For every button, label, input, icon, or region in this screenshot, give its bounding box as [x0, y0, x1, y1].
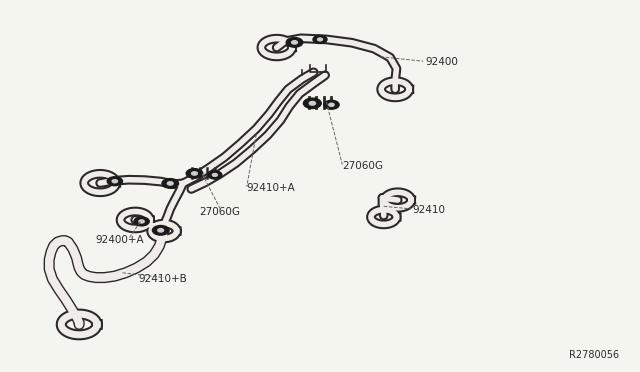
Text: 27060G: 27060G — [199, 207, 240, 217]
Circle shape — [191, 172, 197, 175]
Text: 92410+B: 92410+B — [138, 274, 187, 284]
Circle shape — [158, 229, 164, 232]
Text: 27060G: 27060G — [342, 161, 383, 171]
Text: R2780056: R2780056 — [570, 350, 620, 359]
Circle shape — [313, 35, 327, 44]
Text: 92410: 92410 — [412, 205, 445, 215]
Circle shape — [286, 38, 303, 47]
Circle shape — [324, 100, 339, 109]
Text: 92410+A: 92410+A — [246, 183, 296, 193]
Circle shape — [107, 177, 122, 186]
Circle shape — [139, 220, 144, 223]
Circle shape — [317, 38, 323, 41]
Circle shape — [208, 171, 222, 179]
Circle shape — [112, 180, 118, 183]
Text: 92400+A: 92400+A — [96, 234, 145, 244]
Circle shape — [162, 179, 179, 188]
Circle shape — [212, 173, 218, 176]
Circle shape — [303, 98, 321, 109]
Circle shape — [186, 169, 203, 178]
Circle shape — [152, 225, 169, 235]
Circle shape — [309, 102, 316, 105]
Circle shape — [329, 103, 334, 106]
Circle shape — [167, 182, 173, 185]
Circle shape — [134, 217, 149, 226]
Text: 92400: 92400 — [425, 57, 458, 67]
Circle shape — [292, 41, 298, 44]
